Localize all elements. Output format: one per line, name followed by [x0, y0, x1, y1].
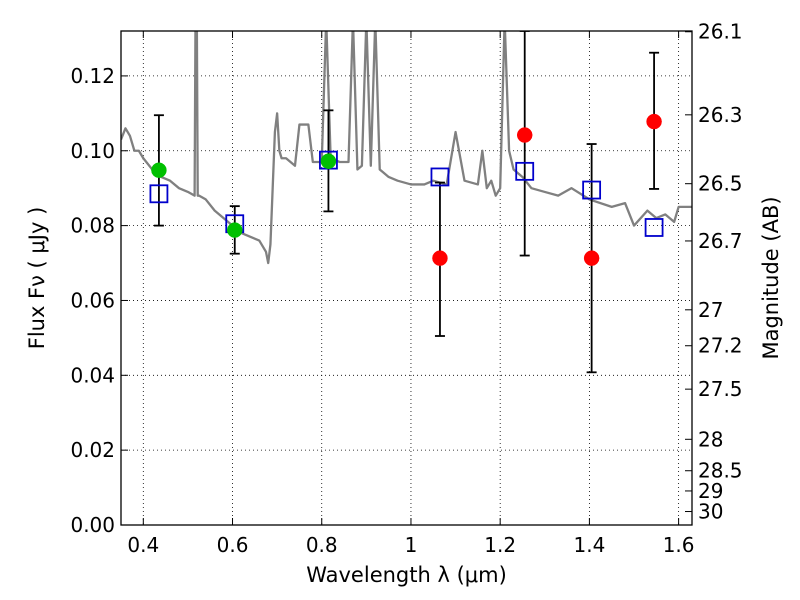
- x-tick-label: 1.4: [573, 533, 605, 557]
- y-tick-label: 0.12: [70, 64, 115, 88]
- y-tick-label: 0.06: [70, 288, 115, 312]
- x-tick-label: 0.4: [127, 533, 159, 557]
- y2-tick-label: 26.5: [698, 172, 743, 196]
- x-axis-label: Wavelength λ (μm): [306, 563, 507, 587]
- plot-area: [121, 31, 692, 374]
- y2-tick-label: 28: [698, 427, 723, 451]
- model-photometry-square: [515, 161, 535, 181]
- x-tick-label: 1.6: [663, 533, 695, 557]
- model-spectrum-line: [121, 31, 692, 265]
- axes-frame: [120, 30, 693, 526]
- y2-tick-label: 28.5: [698, 459, 743, 483]
- limit-point: [516, 127, 533, 143]
- y-tick-label: 0.08: [70, 214, 115, 238]
- model-photometry-square: [644, 218, 664, 237]
- grid: [121, 31, 692, 526]
- y-tick-label: 0.00: [70, 513, 115, 537]
- y2-tick-label: 27.2: [698, 334, 743, 358]
- y2-tick-label: 30: [698, 500, 723, 524]
- y-tick-label: 0.02: [70, 438, 115, 462]
- model-photometry-square: [430, 167, 450, 187]
- limit-point: [646, 113, 662, 130]
- model-photometry-square: [582, 180, 602, 200]
- y-tick-label: 0.04: [70, 363, 115, 387]
- limit-point: [583, 250, 600, 266]
- x-tick-label: 0.8: [306, 533, 338, 557]
- x-tick-label: 1.2: [484, 533, 516, 557]
- y2-tick-label: 26.7: [698, 229, 743, 253]
- x-tick-label: 1: [405, 533, 418, 557]
- y-tick-label: 0.10: [70, 139, 115, 163]
- y2-tick-label: 29: [698, 479, 723, 503]
- limit-point: [432, 250, 448, 266]
- detection-point: [151, 162, 167, 178]
- y2-tick-label: 27.5: [698, 377, 743, 401]
- y2-tick-label: 26.3: [698, 103, 743, 127]
- detection-point: [227, 222, 243, 238]
- y2-axis-label: Magnitude (AB): [759, 196, 783, 359]
- detection-point: [320, 153, 337, 169]
- y-axis-label: Flux Fν ( μJy ): [25, 207, 49, 350]
- x-tick-label: 0.6: [217, 533, 249, 557]
- ticks: 0.4 0.6 0.8 1 1.2 1.4 1.6 0.00 0.02 0.04 0.06 0.08 0…: [70, 20, 742, 557]
- model-photometry-square: [149, 184, 169, 204]
- y2-tick-label: 26.1: [698, 20, 743, 44]
- y2-tick-label: 27: [698, 298, 723, 322]
